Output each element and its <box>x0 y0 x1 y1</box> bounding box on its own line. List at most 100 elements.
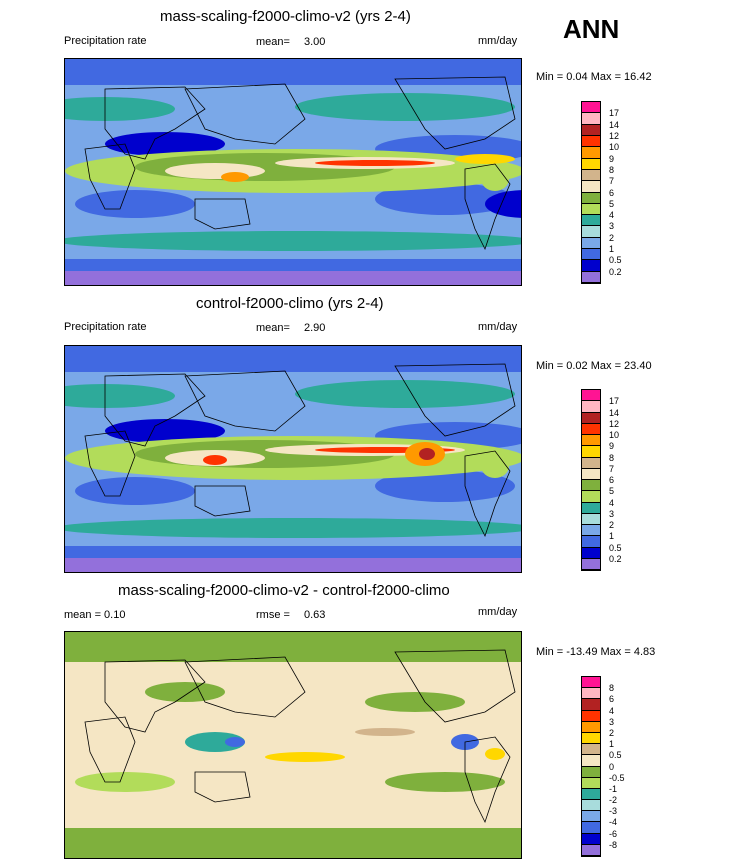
colorbar-swatch <box>582 135 600 148</box>
colorbar-tick-label: 6 <box>609 694 615 705</box>
colorbar-tick-label: 0.5 <box>609 255 622 266</box>
panel-1-map <box>64 58 522 286</box>
panel-2-title: control-f2000-climo (yrs 2-4) <box>196 295 384 312</box>
colorbar-swatch <box>582 271 600 283</box>
colorbar-tick-label: 0.5 <box>609 542 622 553</box>
colorbar-swatch <box>582 744 600 756</box>
colorbar-tick-label: 14 <box>609 119 620 130</box>
panel-3-map <box>64 631 522 859</box>
colorbar-tick-label: 6 <box>609 475 615 485</box>
colorbar-tick-label: -6 <box>609 828 618 839</box>
colorbar-tick-label: 12 <box>609 130 620 141</box>
colorbar-tick-label: 17 <box>609 108 620 119</box>
colorbar-swatch <box>582 181 600 193</box>
colorbar-swatch <box>582 446 600 458</box>
colorbar-swatch <box>582 192 600 204</box>
colorbar-swatch <box>582 480 600 492</box>
colorbar-tick-label: -8 <box>609 839 618 850</box>
colorbar-tick-label: 1 <box>609 739 615 750</box>
colorbar-tick-label: 6 <box>609 187 615 198</box>
panel-2-left-label: Precipitation rate <box>64 321 147 333</box>
colorbar-swatch <box>582 102 600 114</box>
colorbar-swatch <box>582 203 600 216</box>
colorbar-tick-label: -2 <box>609 795 618 806</box>
panel-3-left-label: mean = 0.10 <box>64 609 126 621</box>
panel-2-minmax: Min = 0.02 Max = 23.40 <box>536 360 652 372</box>
panel-3-rmse-value: 0.63 <box>304 609 326 621</box>
panel-2-mean-value: 2.90 <box>304 322 326 334</box>
colorbar-swatch <box>582 788 600 801</box>
colorbar-swatch <box>582 237 600 250</box>
colorbar-tick-label: 8 <box>609 452 615 463</box>
colorbar-swatch <box>582 777 600 789</box>
colorbar-swatch <box>582 766 600 778</box>
colorbar-tick-label: 14 <box>609 407 620 418</box>
colorbar-tick-label: 2 <box>609 727 615 738</box>
panel-3-minmax: Min = -13.49 Max = 4.83 <box>536 646 656 658</box>
panel-1-left-label: Precipitation rate <box>64 35 147 47</box>
colorbar-swatch <box>582 811 600 823</box>
colorbar-swatch <box>582 721 600 733</box>
panel-1-mean-label: mean= <box>256 36 290 48</box>
colorbar-tick-label: -3 <box>609 806 618 817</box>
panel-1-minmax: Min = 0.04 Max = 16.42 <box>536 71 652 83</box>
panel-3-colorbar: 8 6 4 3 2 1 0.5 0 -0.5 -1 -2 -3 -4 -6 -8 <box>581 676 625 857</box>
colorbar-tick-label: 4 <box>609 210 615 221</box>
colorbar-tick-label: 10 <box>609 430 620 440</box>
colorbar-swatch <box>582 502 600 514</box>
colorbar-swatch <box>582 755 600 767</box>
colorbar-swatch <box>582 491 600 503</box>
panel-2-map <box>64 345 522 573</box>
colorbar-tick-label: 0.5 <box>609 750 622 761</box>
colorbar-tick-label: 8 <box>609 683 615 694</box>
colorbar-tick-label: 1 <box>609 244 615 255</box>
colorbar-tick-label: -1 <box>609 783 618 794</box>
panel-1-mean-value: 3.00 <box>304 36 326 48</box>
colorbar-swatch <box>582 688 600 700</box>
colorbar-swatch <box>582 412 600 424</box>
panel-2-mean-label: mean= <box>256 322 290 334</box>
colorbar-swatch <box>582 558 600 570</box>
colorbar-swatch <box>582 710 600 722</box>
panel-1-colorbar: 17 14 12 10 9 8 7 6 5 4 3 2 1 0.5 0.2 <box>581 101 622 284</box>
colorbar-swatch <box>582 260 600 272</box>
colorbar-swatch <box>582 800 600 812</box>
colorbar-tick-label: 3 <box>609 716 615 727</box>
colorbar-swatch <box>582 844 600 856</box>
panel-3-title: mass-scaling-f2000-climo-v2 - control-f2… <box>118 582 450 599</box>
colorbar-tick-label: 4 <box>609 705 615 716</box>
colorbar-tick-label: 4 <box>609 497 615 508</box>
colorbar-swatch <box>582 833 600 845</box>
colorbar-swatch <box>582 169 600 182</box>
colorbar-swatch <box>582 547 600 559</box>
colorbar-tick-label: -0.5 <box>609 772 625 783</box>
colorbar-swatch <box>582 457 600 469</box>
colorbar-tick-label: 0.2 <box>609 553 622 564</box>
colorbar-swatch <box>582 158 600 170</box>
colorbar-swatch <box>582 699 600 711</box>
colorbar-swatch <box>582 468 600 480</box>
colorbar-tick-label: 7 <box>609 176 615 187</box>
colorbar-swatch <box>582 822 600 834</box>
panel-2-colorbar: 17 14 12 10 9 8 7 6 5 4 3 2 1 0.5 0.2 <box>581 389 622 571</box>
colorbar-swatch <box>582 513 600 525</box>
panel-3-rmse-label: rmse = <box>256 609 290 621</box>
panel-2-units: mm/day <box>478 321 518 333</box>
colorbar-tick-label: 12 <box>609 418 620 429</box>
colorbar-tick-label: 2 <box>609 232 615 243</box>
colorbar-tick-label: 5 <box>609 198 615 209</box>
colorbar-tick-label: 1 <box>609 531 615 542</box>
colorbar-tick-label: 17 <box>609 396 620 407</box>
colorbar-tick-label: 3 <box>609 508 615 519</box>
colorbar-swatch <box>582 249 600 261</box>
colorbar-swatch <box>582 536 600 548</box>
colorbar-tick-label: 0.2 <box>609 266 622 277</box>
colorbar-tick-label: 8 <box>609 164 615 175</box>
colorbar-swatch <box>582 124 600 136</box>
colorbar-swatch <box>582 435 600 447</box>
colorbar-swatch <box>582 226 600 238</box>
colorbar-swatch <box>582 390 600 402</box>
colorbar-tick-label: 3 <box>609 221 615 232</box>
colorbar-tick-label: 7 <box>609 463 615 474</box>
panel-1-title: mass-scaling-f2000-climo-v2 (yrs 2-4) <box>160 8 411 25</box>
